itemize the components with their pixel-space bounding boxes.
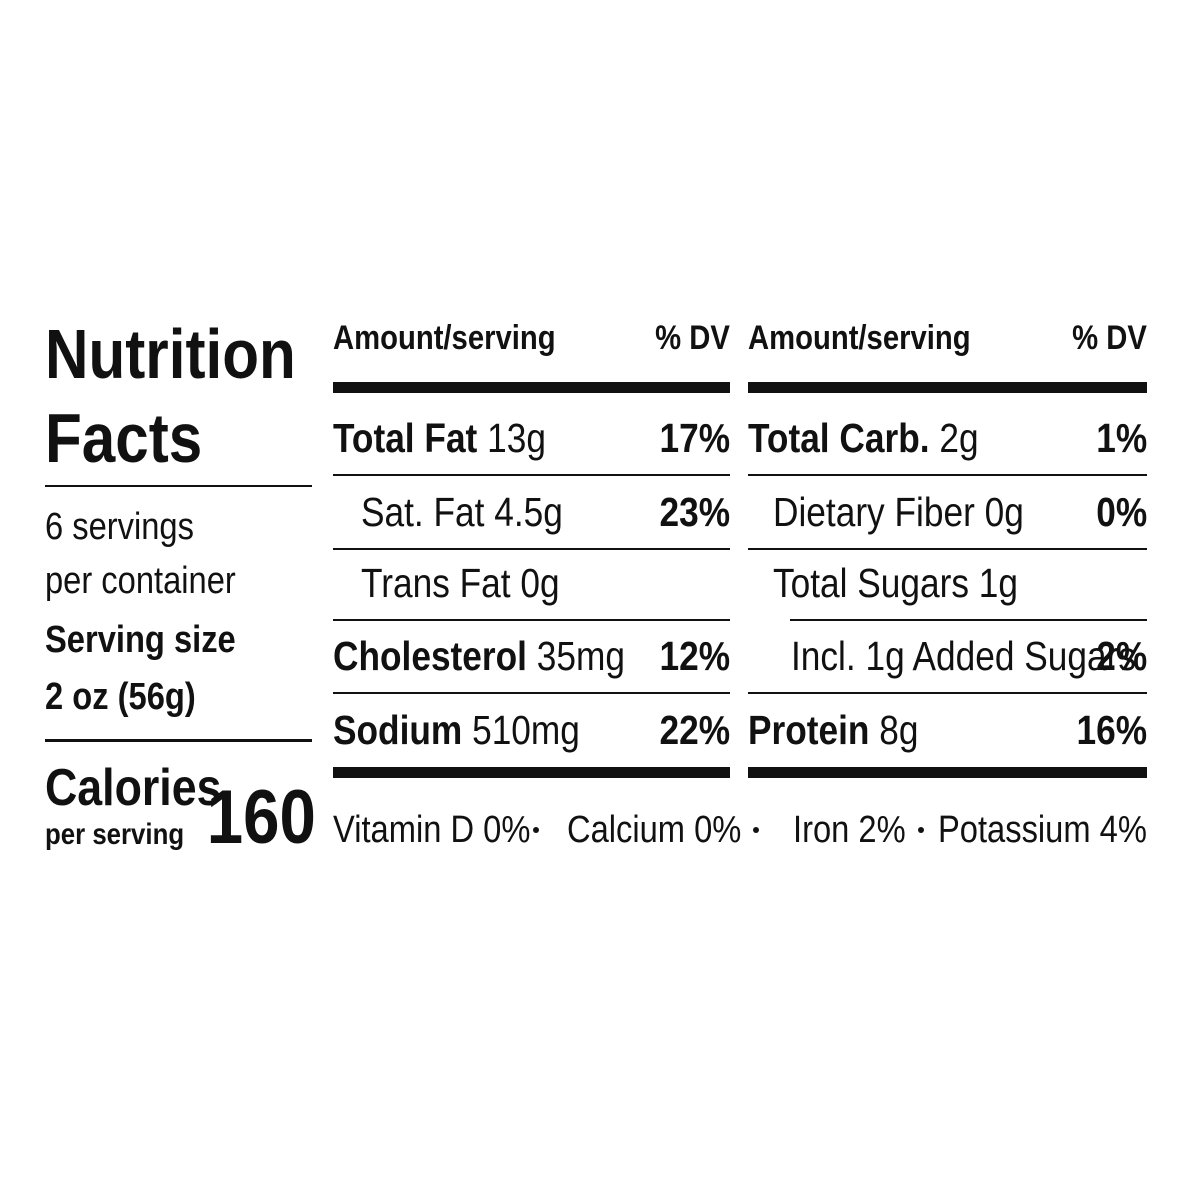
nutrient-row: Trans Fat 0g (361, 559, 560, 607)
calories-sublabel: per serving (45, 818, 185, 851)
nutrient-row: Incl. 1g Added Sugars (791, 632, 1136, 680)
nutrient-name: Total Carb. (748, 415, 930, 461)
nutrient-name: Total Sugars (773, 560, 970, 606)
header-dv: % DV (655, 319, 730, 357)
title: Nutrition Facts (45, 315, 296, 477)
rule (45, 485, 312, 487)
nutrient-amount: 0g (984, 489, 1025, 535)
rule (333, 619, 730, 621)
rule (748, 548, 1147, 550)
nutrient-dv: 17% (659, 415, 730, 461)
nutrient-amount: 35mg (536, 633, 625, 679)
serving-size-label: Serving size (45, 619, 236, 661)
rule (790, 619, 1147, 621)
vitamin: Calcium 0% (567, 809, 742, 851)
nutrient-amount: 0g (520, 560, 560, 606)
vitamin: Vitamin D 0% (333, 809, 531, 851)
nutrient-amount: 4.5g (494, 489, 563, 535)
serving-size-value: 2 oz (56g) (45, 676, 196, 718)
rule (333, 692, 730, 694)
nutrient-dv: 1% (1096, 415, 1147, 461)
servings: 6 servings per container (45, 506, 236, 602)
rule (333, 474, 730, 476)
nutrient-amount: 1g (978, 560, 1019, 606)
nutrient-row: Protein 8g (748, 706, 919, 754)
rule (45, 739, 312, 742)
nutrient-row: Sodium 510mg (333, 706, 580, 754)
rule (333, 548, 730, 550)
rule (748, 382, 1147, 393)
nutrient-name: Dietary Fiber (773, 489, 976, 535)
bullet (918, 827, 924, 833)
calories-label: Calories (45, 759, 222, 817)
nutrient-dv: 12% (659, 633, 730, 679)
header-amount: Amount/serving (748, 319, 971, 357)
nutrient-dv: 0% (1096, 489, 1147, 535)
nutrient-amount: 510mg (472, 707, 580, 753)
nutrient-name: Sat. Fat (361, 489, 485, 535)
nutrient-amount: 2g (939, 415, 979, 461)
nutrient-row: Total Carb. 2g (748, 414, 979, 462)
vitamin: Potassium 4% (938, 809, 1147, 851)
nutrient-amount: 13g (487, 415, 546, 461)
nutrient-row: Total Sugars 1g (773, 559, 1018, 607)
nutrient-amount: 8g (879, 707, 919, 753)
nutrient-name: Cholesterol (333, 633, 527, 679)
nutrient-row: Cholesterol 35mg (333, 632, 625, 680)
rule (748, 767, 1147, 778)
rule (333, 767, 730, 778)
nutrient-row: Sat. Fat 4.5g (361, 488, 563, 536)
nutrient-dv: 2% (1096, 633, 1147, 679)
nutrient-row: Dietary Fiber 0g (773, 488, 1024, 536)
nutrient-dv: 23% (659, 489, 730, 535)
nutrient-name: Incl. 1g Added Sugars (791, 633, 1137, 679)
nutrient-dv: 22% (659, 707, 730, 753)
calories-value: 160 (206, 775, 316, 860)
rule (333, 382, 730, 393)
nutrient-name: Sodium (333, 707, 463, 753)
nutrient-dv: 16% (1076, 707, 1147, 753)
nutrient-name: Total Fat (333, 415, 478, 461)
rule (748, 692, 1147, 694)
nutrient-name: Protein (748, 707, 870, 753)
nutrient-row: Total Fat 13g (333, 414, 546, 462)
bullet (533, 827, 539, 833)
header-dv: % DV (1072, 319, 1147, 357)
nutrient-name: Trans Fat (361, 560, 511, 606)
vitamin: Iron 2% (793, 809, 906, 851)
header-amount: Amount/serving (333, 319, 556, 357)
rule (748, 474, 1147, 476)
bullet (753, 827, 759, 833)
